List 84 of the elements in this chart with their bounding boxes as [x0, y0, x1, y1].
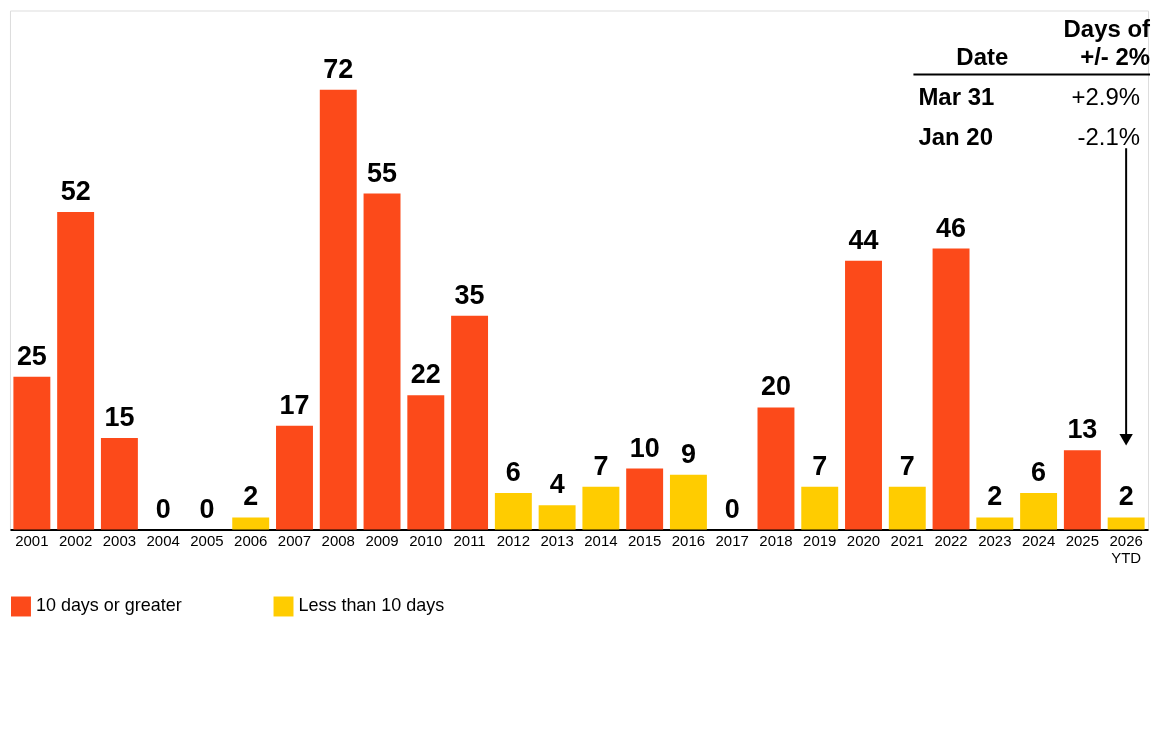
- data-label: 22: [410, 359, 441, 390]
- x-tick-label: 2025: [1065, 532, 1100, 550]
- x-tick-label: 2007: [277, 532, 312, 550]
- x-tick-label: 2019: [803, 532, 837, 550]
- data-label: 9: [680, 438, 696, 469]
- data-label: 0: [155, 493, 171, 524]
- data-label: 72: [323, 53, 354, 84]
- x-tick-label: 2021: [890, 532, 924, 550]
- x-tick-label: 2003: [102, 532, 137, 550]
- bar: [976, 517, 1014, 530]
- bar: [407, 395, 445, 530]
- bar: [1107, 517, 1145, 530]
- bar: [757, 407, 795, 530]
- x-tick-label: 2018: [759, 532, 793, 550]
- data-label: 20: [760, 371, 791, 402]
- x-tick-label: 2023: [978, 532, 1012, 550]
- annotation: +2.9%: [1071, 83, 1141, 111]
- bar: [888, 486, 926, 530]
- legend-label: Less than 10 days: [298, 595, 445, 616]
- data-label: 44: [848, 224, 879, 255]
- x-tick-label: 2016: [671, 532, 706, 550]
- x-tick-label: 2026 YTD: [1109, 532, 1143, 567]
- text: Days of: [1063, 15, 1152, 43]
- bar: [319, 89, 357, 530]
- x-tick-label: 2014: [584, 532, 618, 550]
- bar: [845, 260, 882, 530]
- bar: [801, 486, 839, 530]
- bar: [582, 486, 620, 530]
- x-tick-label: 2010: [409, 532, 443, 550]
- data-label: 7: [593, 450, 609, 481]
- data-label: 6: [505, 456, 521, 487]
- annotation: Jan 20: [918, 123, 993, 151]
- bar: [276, 425, 313, 530]
- x-tick-label: 2006: [234, 532, 268, 550]
- data-label: 13: [1067, 414, 1098, 445]
- x-tick-label: 2011: [453, 532, 486, 550]
- data-label: 2: [243, 481, 259, 512]
- x-tick-label: 2005: [190, 532, 224, 550]
- bar: [13, 376, 51, 530]
- data-label: 6: [1031, 456, 1047, 487]
- data-label: 4: [549, 469, 565, 500]
- bar: [57, 211, 95, 530]
- bar: [494, 492, 532, 530]
- x-tick-label: 2009: [365, 532, 399, 550]
- data-label: 2: [987, 481, 1003, 512]
- bar: [1020, 492, 1058, 530]
- data-label: 55: [367, 157, 398, 188]
- x-tick-label: 2008: [321, 532, 355, 550]
- x-tick-label: 2015: [628, 532, 662, 550]
- bar: [1063, 450, 1101, 530]
- data-label: 46: [936, 212, 967, 243]
- data-label: 25: [16, 340, 47, 371]
- x-tick-label: 2024: [1021, 532, 1056, 550]
- legend-label: 10 days or greater: [35, 595, 182, 616]
- bar: [538, 505, 576, 530]
- x-tick-label: 2022: [934, 532, 968, 550]
- bar: [669, 474, 707, 530]
- data-label: 35: [454, 279, 485, 310]
- x-tick-label: 2004: [146, 532, 180, 550]
- data-label: 52: [60, 175, 91, 206]
- data-label: 0: [724, 493, 740, 524]
- x-tick-label: 2001: [15, 532, 49, 550]
- bar: [932, 248, 970, 530]
- data-label: 17: [279, 389, 310, 420]
- bar: [626, 468, 664, 530]
- annotation: -2.1%: [1077, 123, 1141, 151]
- data-label: 2: [1118, 481, 1134, 512]
- annotation: Mar 31: [918, 83, 995, 111]
- data-label: 7: [812, 450, 828, 481]
- x-tick-label: 2020: [846, 532, 881, 550]
- data-label: 10: [629, 432, 660, 463]
- x-tick-label: 2017: [715, 532, 749, 550]
- data-label: 15: [104, 401, 135, 432]
- data-label: 0: [199, 493, 215, 524]
- data-label: 7: [899, 450, 915, 481]
- x-tick-label: 2002: [58, 532, 93, 550]
- bar: [363, 193, 401, 530]
- x-tick-label: 2013: [540, 532, 574, 550]
- x-tick-label: 2012: [496, 532, 530, 550]
- text: Date: [956, 43, 1009, 71]
- bar: [451, 315, 489, 530]
- bar: [100, 437, 138, 530]
- text: +/- 2%: [1080, 43, 1151, 71]
- bar: [232, 517, 270, 530]
